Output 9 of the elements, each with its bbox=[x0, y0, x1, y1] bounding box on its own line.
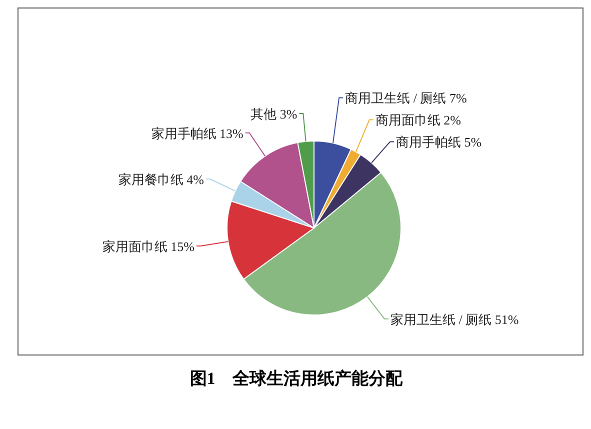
slice-label: 家用面巾纸 15% bbox=[102, 238, 195, 254]
slice-label: 家用手帕纸 13% bbox=[151, 126, 244, 141]
slice-label: 家用卫生纸 / 厕纸 51% bbox=[390, 312, 519, 327]
slice-label: 商用面巾纸 2% bbox=[375, 112, 462, 128]
text: 图1 全球生活用纸产能分配 bbox=[190, 369, 404, 388]
slice-label: 商用手帕纸 5% bbox=[396, 134, 482, 150]
slice-label: 其他 3% bbox=[250, 106, 298, 122]
slice-label: 家用餐巾纸 4% bbox=[118, 172, 204, 188]
slice-label: 商用卫生纸 / 厕纸 7% bbox=[345, 90, 467, 106]
